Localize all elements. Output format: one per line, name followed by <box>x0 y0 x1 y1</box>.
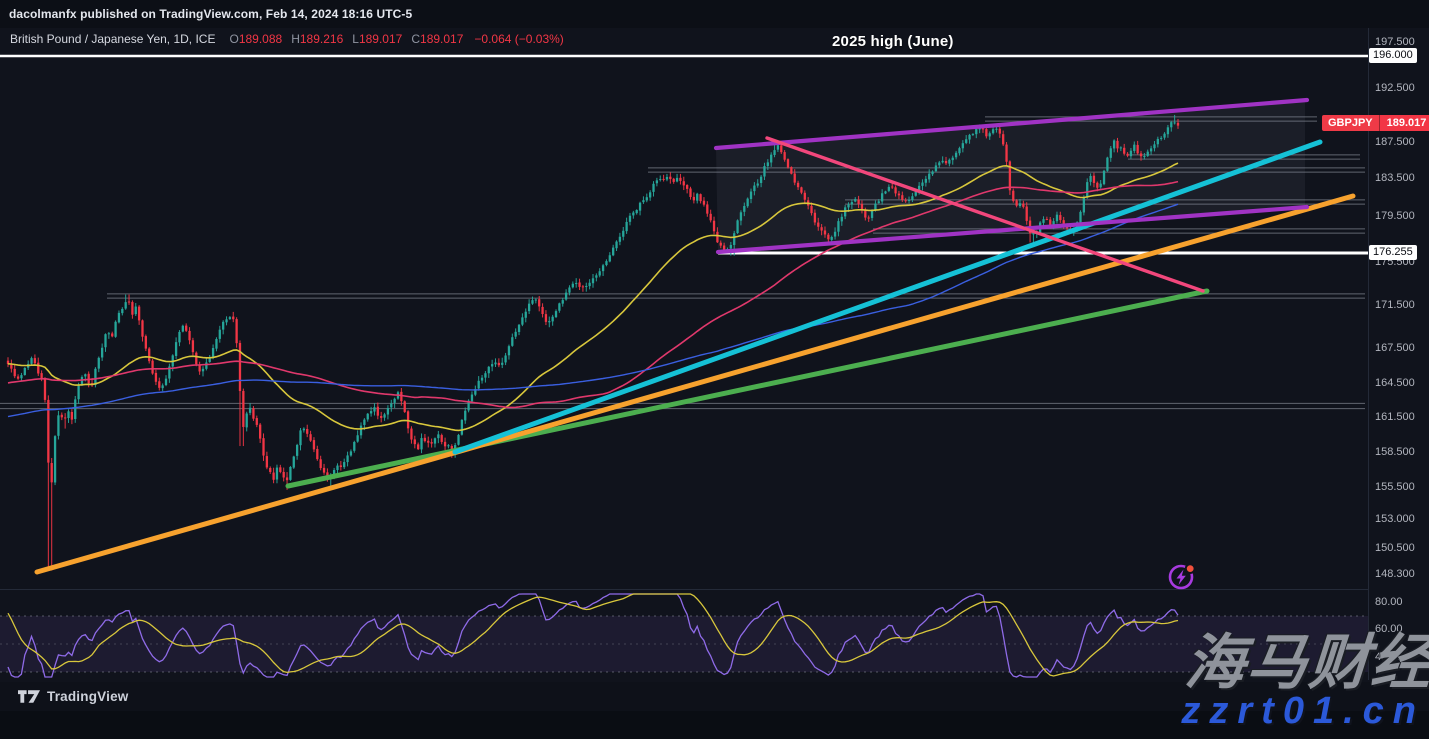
flash-idea-icon[interactable] <box>1167 560 1197 597</box>
trendline-green[interactable] <box>285 288 1210 489</box>
price-axis-label: 161.500 <box>1375 411 1415 423</box>
publish-bar: dacolmanfx published on TradingView.com,… <box>0 0 1429 28</box>
price-axis-label: 171.500 <box>1375 299 1415 311</box>
footer-bar: TradingView <box>0 682 1429 711</box>
bottom-strip <box>0 711 1429 739</box>
ohlc-field: L189.017 <box>352 32 403 46</box>
price-axis-label: 155.500 <box>1375 481 1415 493</box>
rsi-band-fill <box>0 616 1368 672</box>
trendline-orange[interactable] <box>34 193 1356 575</box>
ohlc-field: C189.017 <box>411 32 464 46</box>
ma-blue[interactable] <box>7 203 1179 418</box>
ohlc-field: H189.216 <box>291 32 344 46</box>
ohlc-values: O189.088 H189.216 L189.017 C189.017 <box>229 32 472 46</box>
trendline-pink-down[interactable] <box>765 136 1205 293</box>
price-pane[interactable] <box>0 28 1368 588</box>
price-axis-label: 179.500 <box>1375 210 1415 222</box>
price-line-label-box: 196.000 <box>1369 48 1417 63</box>
annotation-text: 2025 high (June) <box>832 33 954 50</box>
price-axis-label: 150.500 <box>1375 542 1415 554</box>
rsi-axis-label: 60.00 <box>1375 623 1403 635</box>
price-axis-border <box>1368 28 1369 680</box>
channel-upper-purple[interactable] <box>713 97 1310 151</box>
chart-area[interactable]: 197.500 192.500 187.500 183.500 179.500 175.5… <box>0 28 1429 739</box>
badge-symbol: GBPJPY <box>1322 115 1380 131</box>
pane-separator[interactable] <box>0 589 1368 590</box>
lightning-bolt-icon <box>1176 569 1186 585</box>
ma-yellow[interactable] <box>7 162 1179 432</box>
channel-lower-purple[interactable] <box>715 204 1310 255</box>
tradingview-logo[interactable]: TradingView <box>18 689 128 704</box>
price-axis-label: 183.500 <box>1375 172 1415 184</box>
tradingview-brand-text: TradingView <box>47 689 129 704</box>
ohlc-field: O189.088 <box>229 32 283 46</box>
price-axis[interactable]: 197.500 192.500 187.500 183.500 179.500 175.5… <box>1368 28 1429 680</box>
price-line-label-box: 176.255 <box>1369 245 1417 260</box>
change-value: −0.064 (−0.03%) <box>474 32 564 46</box>
tradingview-mark-icon <box>18 690 40 703</box>
symbol-title[interactable]: British Pound / Japanese Yen, 1D, ICE <box>10 32 216 46</box>
price-axis-label: 187.500 <box>1375 136 1415 148</box>
rsi-axis-label: 80.00 <box>1375 596 1403 608</box>
ma-crimson[interactable] <box>7 180 1179 409</box>
price-axis-label: 167.500 <box>1375 342 1415 354</box>
publish-text: dacolmanfx published on TradingView.com,… <box>9 7 413 21</box>
price-axis-label: 197.500 <box>1375 36 1415 48</box>
rsi-signal-line[interactable] <box>7 593 1179 677</box>
price-axis-label: 148.300 <box>1375 568 1415 580</box>
chart-annotation[interactable]: 2025 high (June) <box>832 33 954 50</box>
rsi-line[interactable] <box>7 593 1179 678</box>
price-axis-label: 153.000 <box>1375 513 1415 525</box>
support-resistance-zones[interactable] <box>0 116 1365 410</box>
price-axis-label: 158.500 <box>1375 446 1415 458</box>
badge-price: 189.017 <box>1379 115 1429 131</box>
price-axis-label: 164.500 <box>1375 377 1415 389</box>
candles[interactable] <box>6 122 1180 483</box>
trendline-cyan[interactable] <box>452 139 1323 455</box>
symbol-legend: British Pound / Japanese Yen, 1D, ICE O1… <box>10 32 564 46</box>
rsi-axis-label: 40.00 <box>1375 651 1403 663</box>
notification-dot <box>1186 565 1194 572</box>
last-price-badge: GBPJPY 189.017 <box>1322 115 1429 131</box>
rsi-pane[interactable] <box>0 590 1368 681</box>
price-axis-label: 192.500 <box>1375 82 1415 94</box>
